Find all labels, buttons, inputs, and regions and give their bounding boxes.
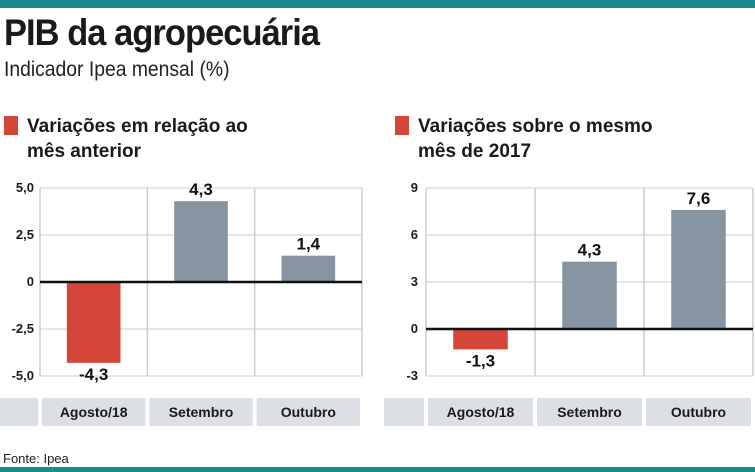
y-tick-label: 0 [411, 321, 418, 336]
y-tick-label: -2,5 [12, 321, 34, 336]
category-band [42, 398, 146, 426]
legend-swatch-left [4, 116, 18, 135]
x-category-label: Setembro [169, 404, 234, 420]
data-label: 4,3 [578, 241, 602, 260]
y-tick-label: 6 [411, 227, 418, 242]
x-category-label: Setembro [557, 404, 622, 420]
bar-setembro [174, 201, 228, 282]
y-tick-label: -3 [406, 368, 418, 383]
bar-outubro [281, 255, 336, 282]
data-label: 7,6 [687, 189, 711, 208]
data-label: 1,4 [297, 235, 321, 254]
y-tick-label: -5,0 [12, 368, 34, 383]
category-band [537, 398, 642, 426]
chart-panel-right: 9 6 3 0 -3 -1,3 4,3 7,6 Agosto/18 Setembro Outubro [384, 180, 755, 431]
x-category-label: Outubro [281, 404, 336, 420]
x-category-label: Outubro [671, 404, 726, 420]
category-band-axis [384, 398, 424, 426]
legend-label-right: Variações sobre o mesmo mês de 2017 [418, 116, 653, 162]
bar-chart-yearly-variation: 9 6 3 0 -3 -1,3 4,3 7,6 Agosto/18 Setembro Outubro [384, 180, 754, 426]
legend-swatch-right [395, 116, 409, 135]
chart-title: PIB da agropecuária [4, 12, 320, 53]
bar-agosto-18 [453, 329, 508, 350]
data-label: -4,3 [79, 365, 108, 384]
legend-left: Variações em relação ao mês anterior [4, 114, 287, 164]
category-band [428, 398, 533, 426]
category-band [149, 398, 253, 426]
y-tick-label: 9 [411, 180, 418, 195]
category-band [646, 398, 751, 426]
x-category-label: Agosto/18 [60, 404, 128, 420]
category-band-axis [0, 398, 38, 426]
bottom-accent-rule [0, 467, 755, 472]
x-category-label: Agosto/18 [447, 404, 515, 420]
chart-subtitle: Indicador Ipea mensal (%) [4, 58, 230, 81]
bar-agosto-18 [66, 282, 121, 363]
bar-outubro [671, 209, 726, 329]
y-tick-label: 2,5 [16, 227, 34, 242]
data-label: 4,3 [189, 180, 213, 199]
y-tick-label: 3 [411, 274, 418, 289]
top-accent-rule [0, 0, 755, 8]
legend-label-left: Variações em relação ao mês anterior [27, 116, 248, 162]
legend-right: Variações sobre o mesmo mês de 2017 [395, 114, 678, 164]
category-band [256, 398, 360, 426]
bar-chart-monthly-variation: 5,0 2,5 0 -2,5 -5,0 -4,3 4,3 1,4 Agosto/18 Setemb… [0, 180, 363, 426]
data-label: -1,3 [466, 351, 495, 370]
source-note: Fonte: Ipea [3, 451, 69, 466]
chart-panel-left: 5,0 2,5 0 -2,5 -5,0 -4,3 4,3 1,4 Agosto/18 Setemb… [0, 180, 365, 431]
y-tick-label: 0 [27, 274, 34, 289]
bar-setembro [562, 261, 617, 329]
y-tick-label: 5,0 [16, 180, 34, 195]
